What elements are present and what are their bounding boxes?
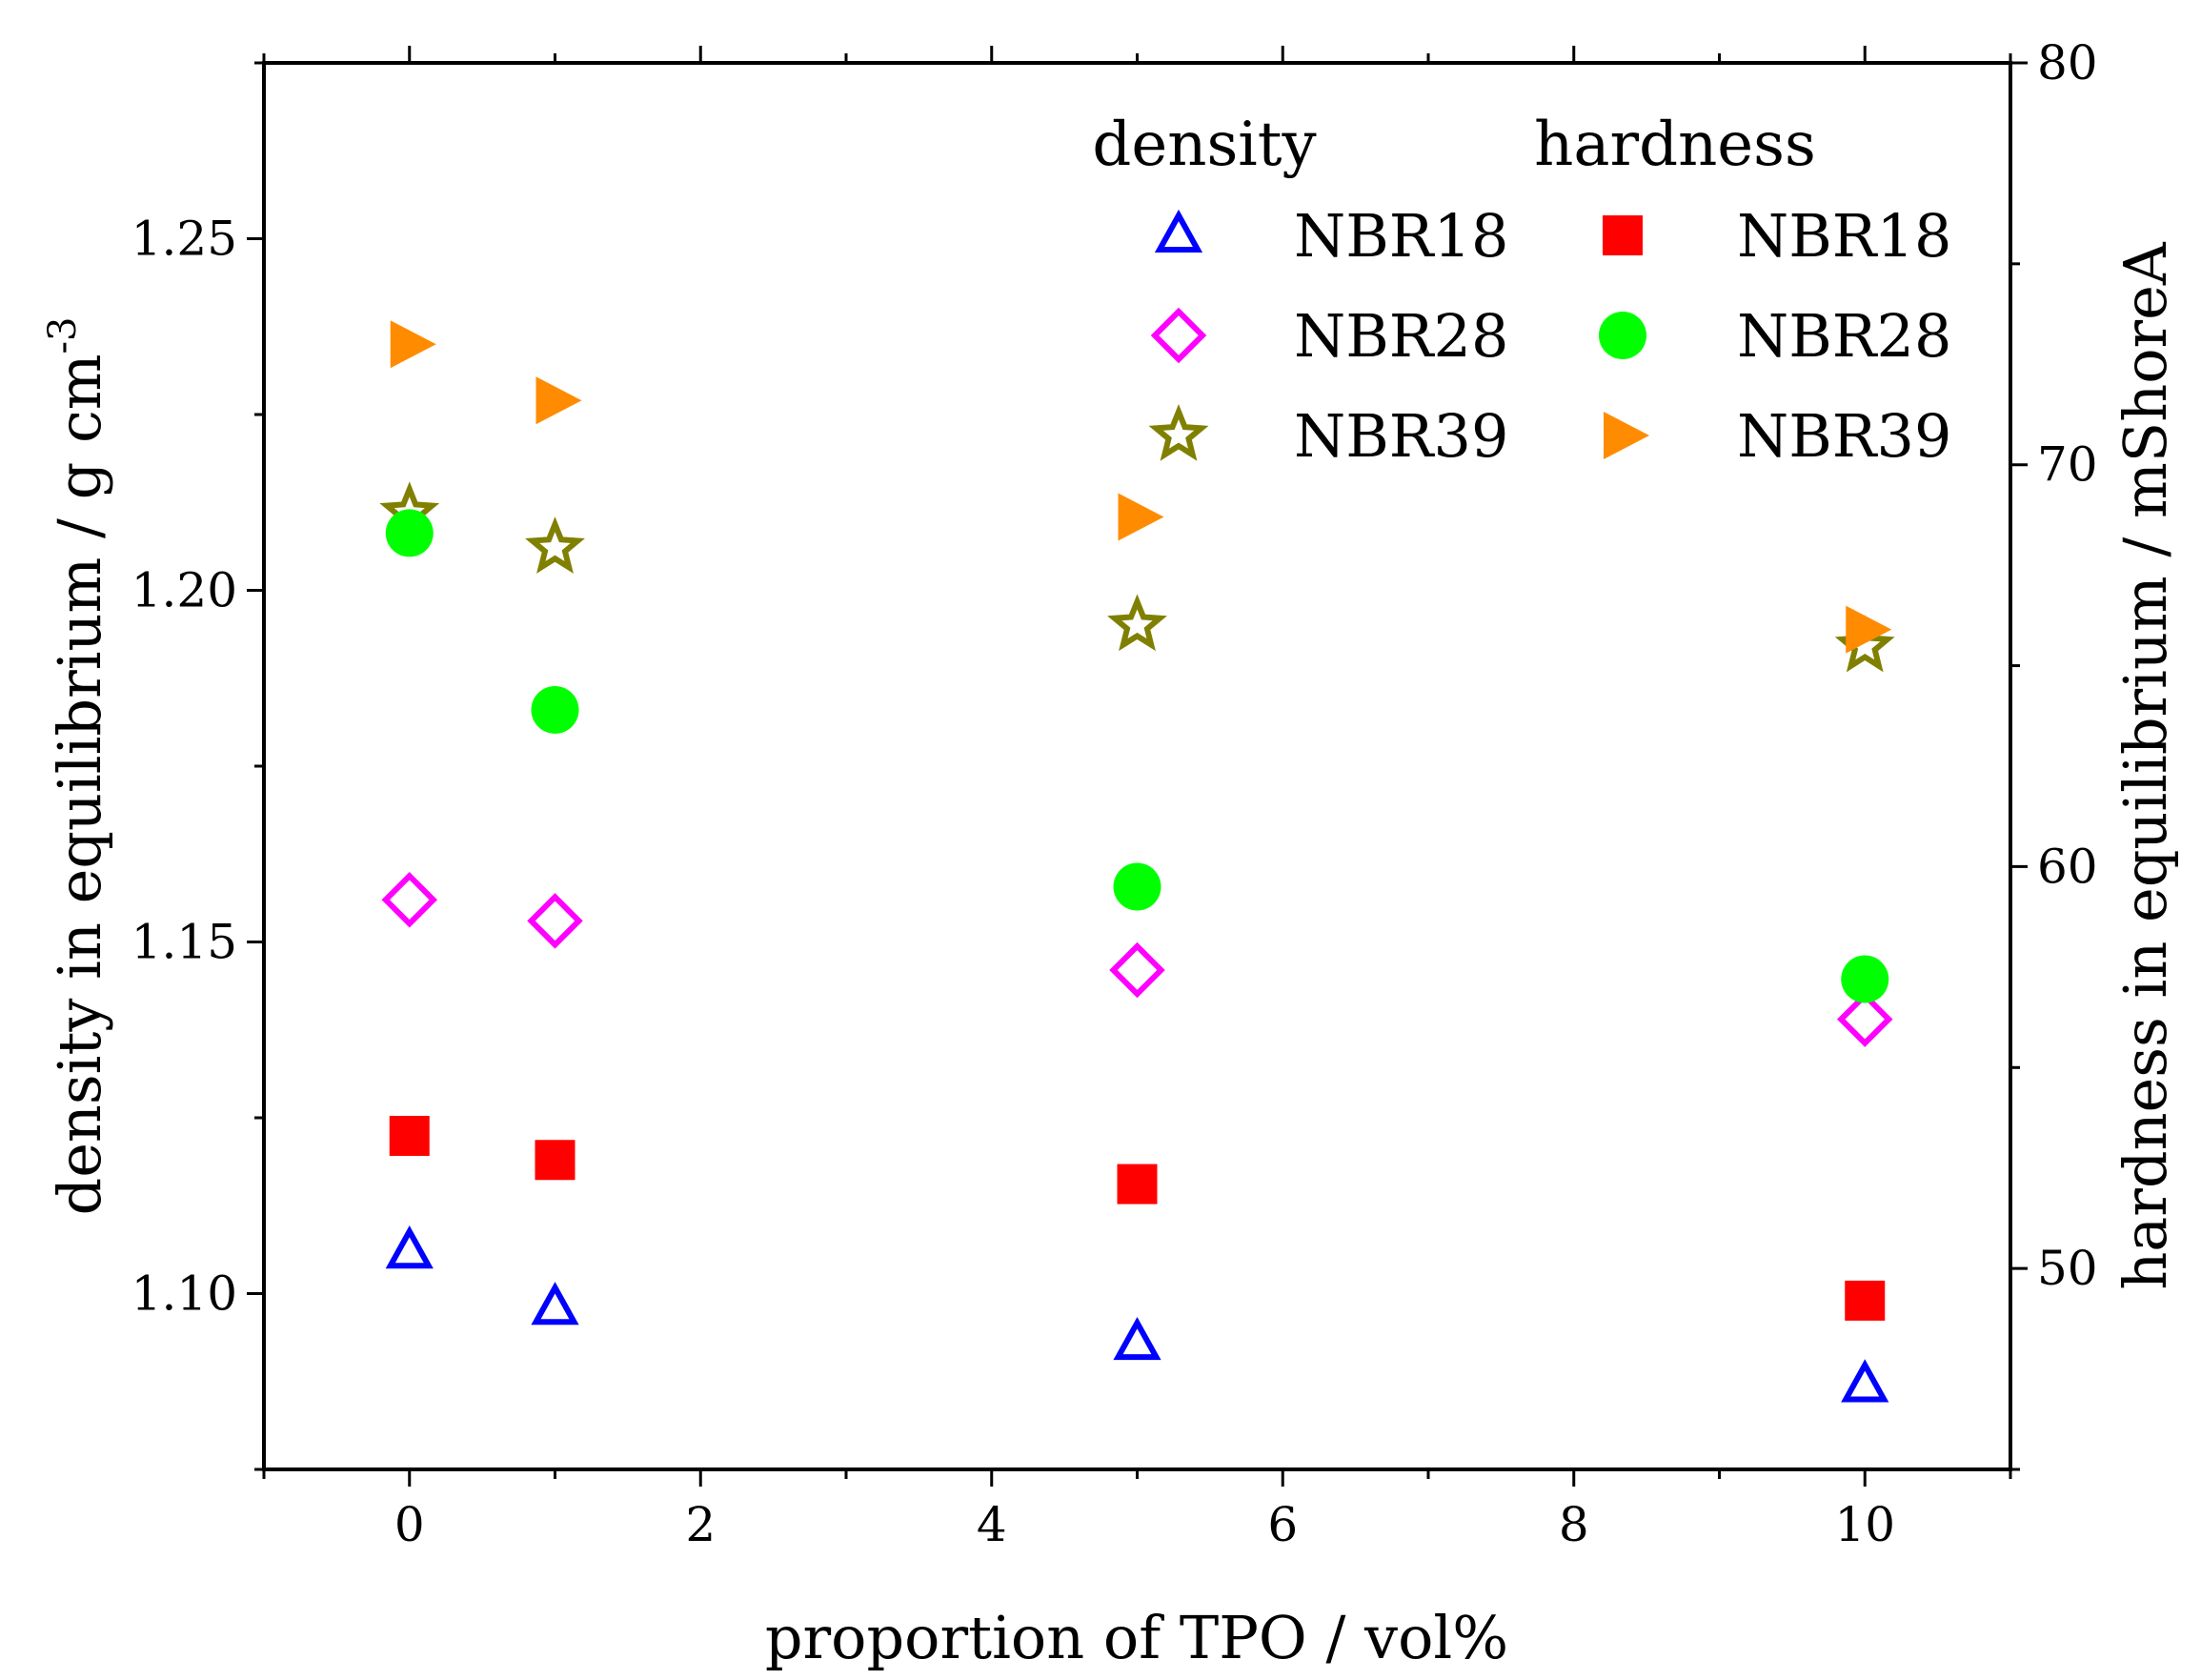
data-point-density-nbr28 [381,871,437,928]
legend-marker-hardness-nbr39 [1604,412,1649,459]
legend-label-density-nbr18: NBR18 [1294,201,1508,271]
x-tick-label: 2 [685,1497,716,1552]
data-point-density-nbr28 [1109,941,1165,999]
data-marks [379,320,1895,1403]
series-hardness-nbr28 [385,509,1889,1003]
left-y-tick-label: 1.15 [131,915,237,970]
x-tick-label: 8 [1559,1497,1589,1552]
data-point-hardness-nbr18 [535,1140,575,1181]
data-point-density-nbr28 [1837,991,1893,1047]
legend-marker-density-nbr28 [1150,307,1207,364]
data-point-density-nbr28 [527,893,583,949]
series-density-nbr28 [381,871,1893,1047]
data-point-hardness-nbr28 [385,509,434,557]
legend: density hardness NBR18NBR28NBR39NBR18NBR… [1092,110,1951,471]
x-tick-label: 10 [1834,1497,1895,1552]
data-point-hardness-nbr18 [1845,1280,1886,1321]
data-point-density-nbr18 [1841,1359,1889,1403]
legend-marker-density-nbr39 [1148,403,1209,461]
right-y-tick-label: 70 [2037,437,2098,493]
series-density-nbr18 [385,1225,1889,1403]
left-y-axis-title-text: density in equilibrium / g cm [45,354,114,1216]
legend-label-hardness-nbr18: NBR18 [1737,201,1951,271]
legend-label-hardness-nbr39: NBR39 [1737,401,1951,471]
legend-marker-hardness-nbr18 [1603,215,1643,255]
data-point-hardness-nbr39 [390,320,436,369]
left-y-axis-title: density in equilibrium / g cm-3 [41,317,114,1216]
legend-label-density-nbr28: NBR28 [1294,301,1508,371]
data-point-density-nbr39 [1107,594,1167,652]
x-tick-label: 6 [1267,1497,1298,1552]
data-point-density-nbr18 [385,1225,434,1269]
data-point-hardness-nbr28 [531,685,579,734]
data-point-hardness-nbr39 [1846,605,1892,654]
legend-density-header: density [1092,110,1316,180]
data-point-density-nbr18 [1113,1316,1161,1361]
x-tick-label: 0 [394,1497,425,1552]
data-point-hardness-nbr18 [1117,1164,1158,1204]
series-hardness-nbr39 [390,320,1892,654]
legend-items: NBR18 NBR28 NBR39 NBR18 NBR28 NBR39 [1148,201,1951,471]
plot-frame [262,61,2012,1471]
series-hardness-nbr18 [389,1115,1886,1321]
x-axis-title: proportion of TPO / vol% [765,1603,1508,1672]
left-y-tick-label: 1.10 [131,1266,237,1322]
data-point-hardness-nbr39 [1118,493,1164,541]
right-y-tick-label: 60 [2037,839,2098,894]
data-point-density-nbr18 [531,1282,579,1326]
left-y-axis-title-superscript: -3 [41,317,85,354]
right-y-tick-label: 50 [2037,1241,2098,1296]
axis-ticks [247,46,2028,1487]
x-tick-label: 4 [977,1497,1007,1552]
legend-label-density-nbr39: NBR39 [1294,401,1508,471]
legend-label-hardness-nbr28: NBR28 [1737,301,1951,371]
data-point-hardness-nbr28 [1841,955,1889,1003]
left-y-tick-label: 1.20 [131,563,237,618]
right-y-axis-title: hardness in equilibrium / mShoreA [2110,241,2180,1289]
left-y-tick-label: 1.25 [131,212,237,267]
legend-marker-hardness-nbr28 [1599,312,1646,359]
data-point-hardness-nbr39 [535,376,582,425]
legend-hardness-header: hardness [1534,110,1816,180]
data-point-density-nbr39 [525,516,585,574]
axis-tick-labels: 0 2 4 6 8 10 1.10 1.15 1.20 1.25 50 60 70 80 [131,35,2098,1552]
right-y-tick-label: 80 [2037,35,2098,91]
data-point-hardness-nbr18 [389,1115,430,1156]
data-point-hardness-nbr28 [1113,862,1161,911]
legend-marker-density-nbr18 [1154,209,1203,253]
